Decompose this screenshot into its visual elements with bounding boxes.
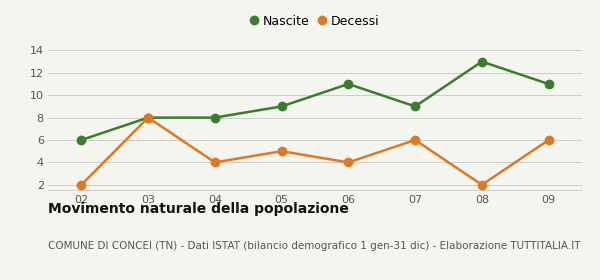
Text: Movimento naturale della popolazione: Movimento naturale della popolazione bbox=[48, 202, 349, 216]
Legend: Nascite, Decessi: Nascite, Decessi bbox=[246, 10, 384, 33]
Text: COMUNE DI CONCEI (TN) - Dati ISTAT (bilancio demografico 1 gen-31 dic) - Elabora: COMUNE DI CONCEI (TN) - Dati ISTAT (bila… bbox=[48, 241, 581, 251]
